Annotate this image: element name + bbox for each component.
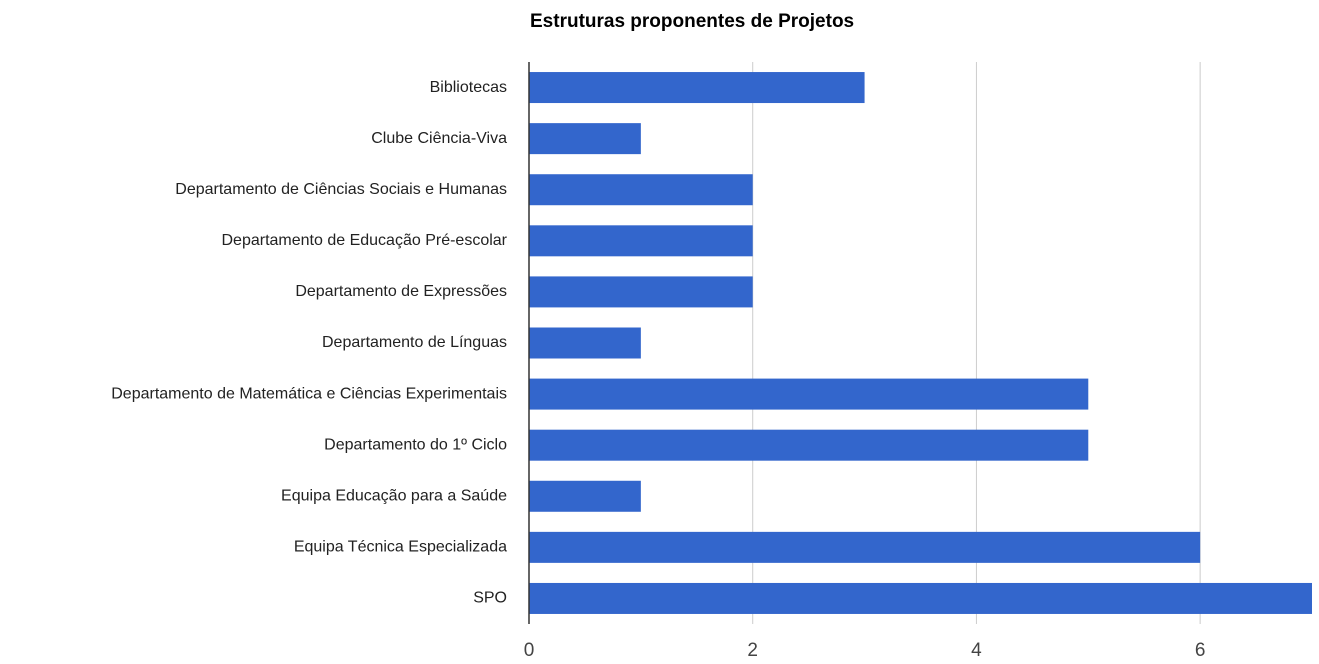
x-tick-label: 2 bbox=[747, 640, 758, 661]
y-tick-label: Equipa Educação para a Saúde bbox=[281, 487, 507, 504]
bar bbox=[529, 174, 753, 206]
y-tick-label: Departamento de Expressões bbox=[295, 283, 507, 300]
chart-title: Estruturas proponentes de Projetos bbox=[530, 11, 854, 32]
bar bbox=[529, 582, 1312, 614]
y-tick-label: Bibliotecas bbox=[430, 79, 507, 96]
y-tick-label: Clube Ciência-Viva bbox=[371, 130, 507, 147]
y-tick-label: Departamento de Ciências Sociais e Human… bbox=[175, 181, 507, 198]
y-tick-label: Departamento do 1º Ciclo bbox=[324, 436, 507, 453]
y-tick-label: SPO bbox=[473, 590, 507, 607]
bar bbox=[529, 72, 865, 104]
bar bbox=[529, 123, 641, 155]
y-tick-label: Equipa Técnica Especializada bbox=[294, 539, 507, 556]
x-tick-label: 0 bbox=[524, 640, 535, 661]
bar bbox=[529, 531, 1201, 563]
bar bbox=[529, 480, 641, 512]
bar bbox=[529, 327, 641, 359]
y-tick-label: Departamento de Educação Pré-escolar bbox=[222, 232, 508, 249]
y-tick-label: Departamento de Línguas bbox=[322, 334, 507, 351]
x-tick-label: 4 bbox=[971, 640, 982, 661]
bar bbox=[529, 276, 753, 308]
bar bbox=[529, 378, 1089, 410]
y-tick-label: Departamento de Matemática e Ciências Ex… bbox=[111, 385, 507, 402]
x-tick-label: 6 bbox=[1195, 640, 1206, 661]
bar bbox=[529, 225, 753, 257]
bar bbox=[529, 429, 1089, 461]
